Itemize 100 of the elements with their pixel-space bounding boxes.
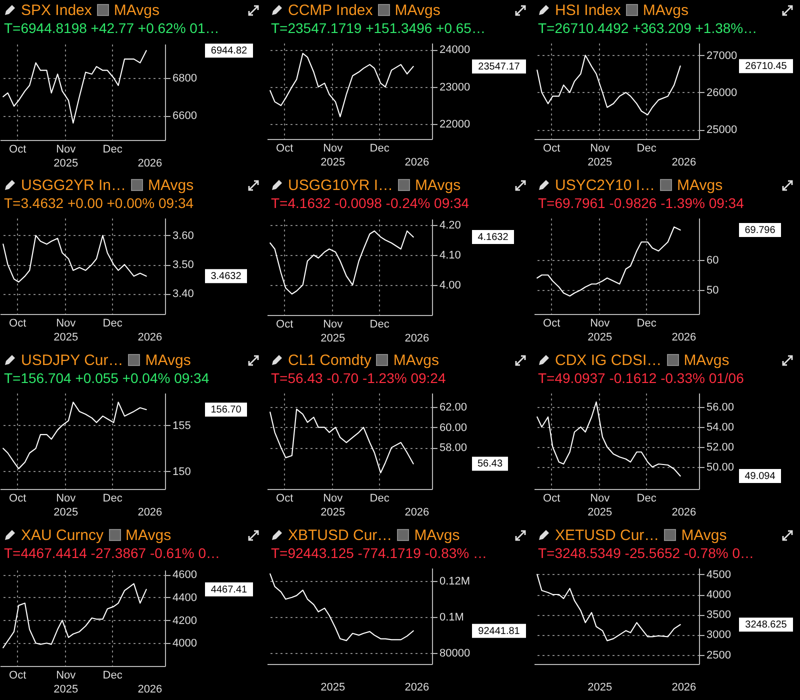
chart-subtitle: T=56.43 -0.70 -1.23% 09:24 — [270, 370, 447, 388]
x2-tick-label: 2026 — [404, 682, 430, 694]
text: 26710.45 — [745, 61, 788, 72]
text: MAvgs — [642, 2, 688, 18]
x-tick-label: Nov — [590, 142, 610, 154]
x2-tick-label: 2025 — [54, 332, 78, 344]
x2-tick-label: 2025 — [320, 682, 346, 694]
text: 69.796 — [744, 225, 776, 236]
y-tick-label: 56.00 — [706, 402, 734, 414]
x-tick-label: Dec — [636, 142, 657, 154]
x2-tick-label: 2025 — [320, 332, 346, 344]
text: MAvgs — [414, 526, 460, 544]
x2-tick-label: 2025 — [588, 332, 612, 344]
chart-title: USGG10YR I… — [288, 176, 394, 194]
text: 6944.82 — [210, 46, 248, 57]
chart-subtitle: T=69.7961 -0.9826 -1.39% 09:34 — [537, 195, 745, 213]
chart-subtitle: T=3248.5349 -25.5652 -0.78% 0… — [537, 545, 755, 563]
x2-tick-label: 2025 — [588, 506, 612, 518]
x2-tick-label: 2025 — [320, 506, 346, 518]
chart-subtitle: T=92443.125 -774.1719 -0.83% … — [270, 545, 488, 563]
line-series — [2, 583, 147, 648]
x-tick-label: Nov — [323, 318, 344, 330]
chart-title: SPX Index — [21, 2, 92, 18]
y-tick-label: 3000 — [706, 629, 731, 642]
line-series — [270, 230, 414, 295]
x2-tick-label: 2026 — [404, 506, 430, 518]
x-tick-label: Oct — [9, 318, 26, 330]
x-tick-label: Oct — [276, 142, 294, 154]
x-tick-label: Nov — [56, 318, 76, 330]
x-tick-label: Nov — [56, 144, 76, 156]
y-tick-label: 54.00 — [706, 422, 734, 434]
x-tick-label: Oct — [276, 492, 294, 504]
y-tick-label: 3500 — [706, 609, 731, 622]
x-tick-label: Oct — [543, 318, 560, 330]
text: 4.1632 — [478, 232, 509, 243]
text: 92441.81 — [478, 626, 520, 637]
x2-tick-label: 2025 — [54, 684, 78, 696]
text: MAvgs — [126, 526, 172, 544]
y-tick-label: 4400 — [172, 592, 197, 604]
y-tick-label: 4000 — [172, 638, 197, 650]
y-tick-label: 0.12M — [440, 576, 470, 588]
chart-title: USYC2Y10 I… — [555, 176, 656, 194]
x2-tick-label: 2025 — [588, 682, 612, 694]
line-series — [536, 574, 681, 642]
text: 3.4632 — [210, 271, 242, 282]
x2-tick-label: 2026 — [138, 332, 162, 344]
line-series — [270, 408, 414, 474]
chart-subtitle: T=4467.4414 -27.3867 -0.61% 0… — [3, 545, 221, 563]
x-tick-label: Nov — [590, 318, 610, 330]
line-series — [2, 402, 147, 470]
y-tick-label: 25000 — [706, 124, 738, 136]
text: 156.70 — [210, 404, 242, 416]
x2-tick-label: 2026 — [672, 682, 696, 694]
chart-subtitle: T=156.704 +0.055 +0.04% 09:34 — [3, 370, 210, 388]
x2-tick-label: 2026 — [138, 506, 162, 518]
line-series — [270, 52, 414, 118]
x2-tick-label: 2025 — [320, 156, 346, 168]
text: 23547.17 — [478, 61, 520, 72]
x-tick-label: Nov — [56, 492, 76, 504]
line-series — [536, 401, 681, 477]
line-series — [270, 573, 414, 642]
y-tick-label: 4.10 — [440, 250, 461, 262]
y-tick-label: 80000 — [440, 648, 470, 660]
line-series — [2, 234, 147, 283]
x-tick-label: Dec — [102, 144, 123, 156]
x2-tick-label: 2026 — [138, 158, 162, 170]
y-tick-label: 155 — [172, 420, 191, 432]
y-tick-label: 4600 — [172, 569, 197, 582]
x-tick-label: Dec — [102, 492, 123, 504]
y-tick-label: 50 — [706, 284, 719, 296]
chart-title: XETUSD Cur… — [555, 526, 660, 544]
line-series — [536, 54, 681, 116]
chart-title: HSI Index — [555, 2, 621, 18]
x-tick-label: Dec — [102, 670, 123, 682]
y-tick-label: 60.00 — [440, 422, 468, 434]
x2-tick-label: 2026 — [404, 332, 430, 344]
x-tick-label: Dec — [370, 492, 390, 504]
x-tick-label: Nov — [590, 492, 610, 504]
x2-tick-label: 2026 — [672, 156, 696, 168]
x2-tick-label: 2026 — [672, 332, 696, 344]
y-tick-label: 50.00 — [706, 462, 734, 474]
y-tick-label: 4500 — [706, 568, 731, 581]
text: MAvgs — [681, 526, 727, 544]
text: MAvgs — [415, 176, 461, 194]
text: MAvgs — [148, 176, 194, 194]
x-tick-label: Nov — [323, 142, 344, 154]
y-tick-label: 4.00 — [440, 280, 461, 292]
chart-title: XAU Curncy — [21, 526, 104, 544]
x-tick-label: Nov — [56, 670, 76, 682]
x2-tick-label: 2026 — [672, 506, 696, 518]
text: MAvgs — [145, 352, 191, 368]
chart-subtitle: T=49.0937 -0.1612 -0.33% 01/06 — [537, 370, 745, 388]
x2-tick-label: 2025 — [54, 506, 78, 518]
text: MAvgs — [684, 352, 730, 368]
text: MAvgs — [114, 2, 160, 18]
y-tick-label: 6600 — [172, 110, 197, 122]
x-tick-label: Dec — [370, 318, 390, 330]
x-tick-label: Dec — [370, 142, 390, 154]
x-tick-label: Oct — [276, 318, 294, 330]
y-tick-label: 3.50 — [172, 259, 194, 272]
